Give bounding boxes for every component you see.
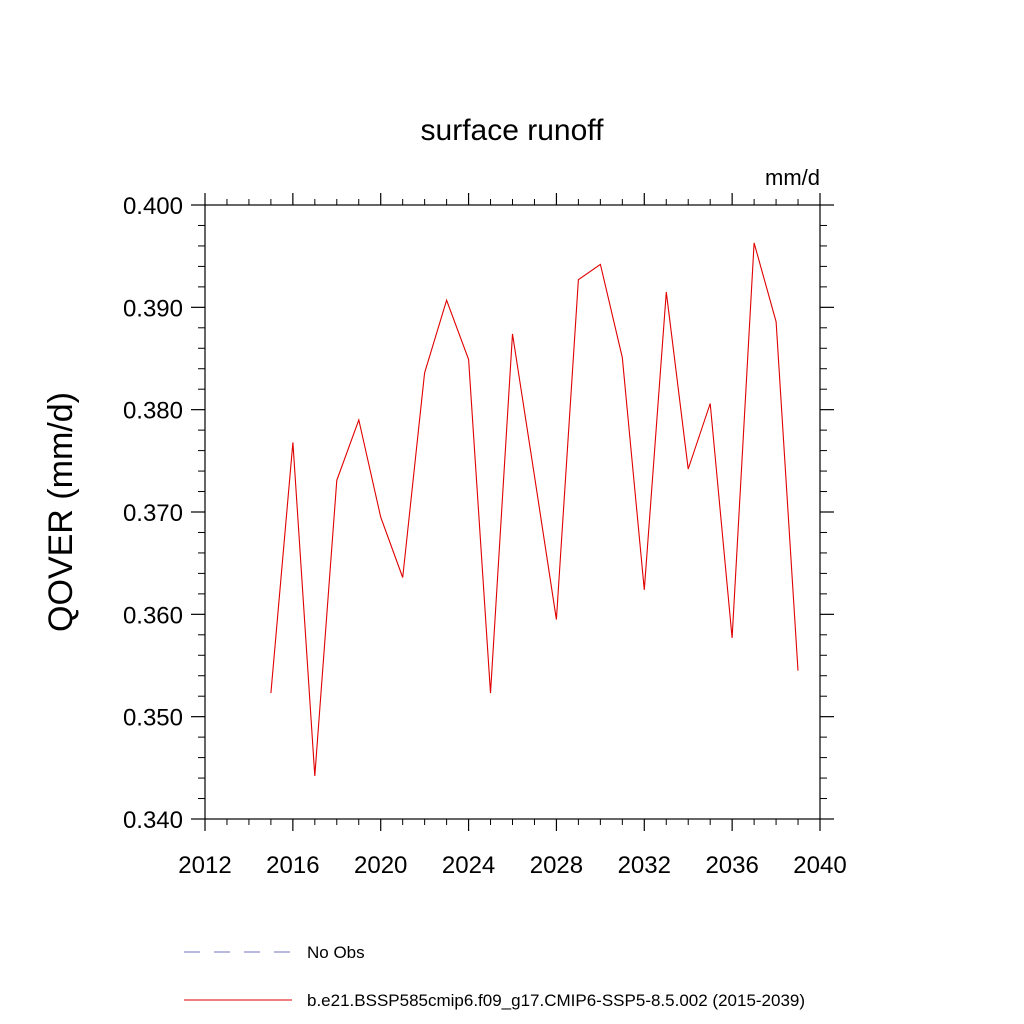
x-tick-label: 2040 (793, 852, 846, 879)
y-tick-label: 0.340 (123, 807, 183, 834)
series-layer (270, 242, 799, 777)
x-tick-label: 2036 (705, 852, 758, 879)
x-tick-label: 2024 (442, 852, 495, 879)
legend: No Obs b.e21.BSSP585cmip6.f09_g17.CMIP6-S… (184, 943, 805, 1010)
axis-ticks (191, 193, 834, 831)
x-tick-label: 2032 (618, 852, 671, 879)
y-tick-label: 0.400 (123, 193, 183, 220)
y-tick-label: 0.390 (123, 295, 183, 322)
plot-frame (204, 204, 821, 820)
series-line (270, 242, 799, 777)
y-tick-label: 0.370 (123, 500, 183, 527)
chart-title: surface runoff (421, 114, 605, 147)
legend-label: b.e21.BSSP585cmip6.f09_g17.CMIP6-SSP5-8.… (307, 991, 805, 1010)
y-tick-label: 0.380 (123, 398, 183, 425)
legend-label: No Obs (307, 943, 365, 962)
tick-labels: 2012 2016 2020 2024 2028 2032 2036 2040 0.340 0.3… (123, 193, 847, 879)
y-tick-label: 0.350 (123, 705, 183, 732)
x-tick-label: 2020 (354, 852, 407, 879)
y-tick-label: 0.360 (123, 602, 183, 629)
x-tick-label: 2012 (178, 852, 231, 879)
units-label: mm/d (765, 165, 820, 190)
x-tick-label: 2028 (530, 852, 583, 879)
y-axis-label: QOVER (mm/d) (42, 392, 80, 632)
x-tick-label: 2016 (266, 852, 319, 879)
